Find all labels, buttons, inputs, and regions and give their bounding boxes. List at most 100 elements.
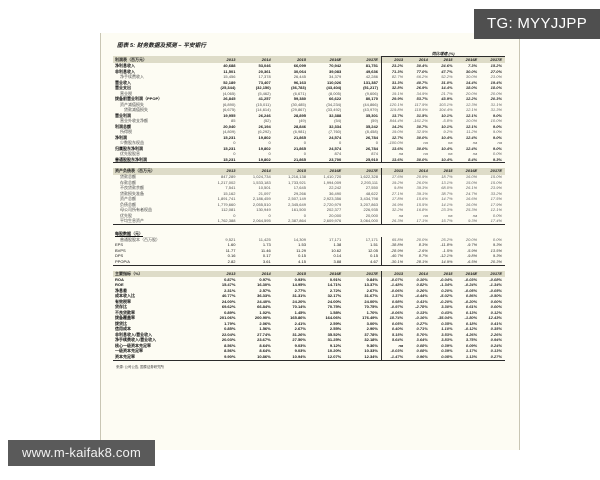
data-cell: 1,410,720 <box>323 174 342 180</box>
data-cell: 1.70% <box>366 309 378 315</box>
row-label: DPS <box>115 253 124 259</box>
row-label: 资产减值损失 <box>120 101 144 107</box>
growth-year-header: 2017E <box>480 56 505 64</box>
year-header: 2013 <box>203 168 239 175</box>
table-row: 平均生息资产 1,762,388 2,064,595 2,387,864 2,609,9… <box>113 218 505 225</box>
table-row: 优先股股息 0 0 0 874 874 na na na na 0.0% <box>113 151 505 157</box>
table-subsection-header: 每股数据（元） <box>113 230 505 237</box>
data-cell: 1,762,388 <box>217 218 236 224</box>
data-cell: 1.45% <box>294 309 306 315</box>
data-cell: 20,000 <box>365 212 378 218</box>
data-cell: (7,760) <box>328 129 342 135</box>
growth-cell: 66.2% <box>416 74 428 80</box>
growth-cell: 16.8% <box>416 207 428 213</box>
table-row: 普通股股东净利润 15,231 19,802 21,865 23,700 25,910 13… <box>113 156 505 163</box>
growth-cell: na <box>380 213 407 219</box>
table-row: 非利息收入 11,501 20,361 30,064 39,083 49,636 71.3%… <box>113 68 505 75</box>
data-cell: 4.15 <box>298 258 306 264</box>
data-cell: 48,622 <box>365 190 378 196</box>
data-cell: 201.06% <box>219 315 236 321</box>
growth-cell: -11.8% <box>440 242 453 248</box>
growth-cell: 0.05% <box>380 321 407 327</box>
growth-cell: -0.04% <box>439 276 453 282</box>
growth-cell: 20.3% <box>490 96 502 102</box>
table-row: 净息差 2.31% 2.57% 2.77% 2.72% 2.67% -0.06% 0.26% 0… <box>113 288 505 294</box>
data-cell: 874 <box>334 151 342 157</box>
growth-cell: 0.13% <box>490 348 502 354</box>
growth-cell: 0.61% <box>465 304 478 310</box>
data-cell: 2.31% <box>224 287 236 293</box>
year-header: 2013 <box>203 56 239 64</box>
growth-cell: 16.0% <box>465 201 478 207</box>
section-rule <box>113 162 505 164</box>
growth-cell: -40.7% <box>380 253 407 260</box>
growth-cell: 12.43% <box>488 315 502 321</box>
growth-cell: 33.2% <box>490 190 502 196</box>
data-cell: (5,462) <box>258 90 271 96</box>
growth-cell: -28.9% <box>380 248 407 254</box>
table-section-header: 主要指标（%） 2013 2014 2015 2016E 2017E 2013 2014 201… <box>113 270 505 278</box>
financial-table: 同比增速 (%) 利润表（百万元） 2013 2014 2015 2016E 2017E 20… <box>113 51 505 361</box>
row-label: 母公司所有者权益 <box>120 207 152 213</box>
growth-cell: 9.3% <box>492 242 502 248</box>
growth-cell: 16.9% <box>380 202 407 208</box>
data-cell: 69.62% <box>221 304 236 310</box>
data-cell: 19,802 <box>258 156 271 162</box>
data-cell: 70.14% <box>292 304 306 310</box>
growth-cell: 1.13% <box>465 353 478 359</box>
growth-cell: 0.08% <box>441 353 453 359</box>
growth-cell: 5.70% <box>416 331 428 337</box>
row-label: 普通股股本（百万股） <box>120 236 160 242</box>
growth-cell: 18.0% <box>490 85 502 91</box>
data-cell: 2.67% <box>366 287 378 293</box>
row-label: 普通股股东净利润 <box>115 156 147 162</box>
year-header: 2015 <box>273 168 309 175</box>
data-cell: (6,675) <box>222 107 236 113</box>
data-cell: 11.77 <box>225 247 236 253</box>
data-cell: 2.90% <box>366 326 378 332</box>
data-cell: 15,231 <box>223 156 236 162</box>
data-cell: 8.56% <box>224 348 236 354</box>
row-label: 净息差 <box>115 287 127 293</box>
data-cell: 40.77% <box>221 293 236 299</box>
table-row: 营业外收支净额 85 (52) (49) (54) (59) 844.4% -161.2% -5… <box>113 118 505 124</box>
data-cell: 16.30% <box>257 282 271 288</box>
data-cell: 26,845 <box>223 96 236 102</box>
growth-cell: 26.3% <box>380 218 407 225</box>
growth-cell: 39.1% <box>416 190 428 196</box>
growth-cell: 7.3% <box>468 63 478 69</box>
data-cell: 2,345,649 <box>288 201 306 207</box>
growth-cell: 0.13% <box>416 309 428 315</box>
data-cell: 26,194 <box>258 123 271 129</box>
data-cell: 9,521 <box>225 236 236 242</box>
data-cell: 35,242 <box>365 123 378 129</box>
growth-cell: 20.3% <box>490 258 502 264</box>
section-label: 资产负债表（百万元） <box>113 168 204 175</box>
data-cell: 1.56% <box>259 326 271 332</box>
growth-cell: 13.6% <box>380 145 407 152</box>
growth-cell: 120.1% <box>380 101 407 108</box>
row-label: 贷款减值损失 <box>124 107 148 113</box>
growth-cell: -0.97% <box>380 304 407 311</box>
table-section-header: 利润表（百万元） 2013 2014 2015 2016E 2017E 2013 2014 20… <box>113 56 505 64</box>
row-label: 存款总额 <box>120 179 136 185</box>
growth-cell: 13.7% <box>380 112 407 119</box>
data-cell: 1.73 <box>262 242 271 248</box>
data-cell: 31.67% <box>364 293 378 299</box>
data-cell: 21,865 <box>293 156 306 162</box>
growth-cell: 15.6% <box>416 196 428 202</box>
growth-cell: 32.2% <box>380 207 407 214</box>
data-cell: 66,622 <box>329 96 342 102</box>
data-cell: 2.59% <box>329 320 342 326</box>
data-cell: 0.91% <box>329 276 342 282</box>
data-cell: 66,099 <box>293 63 306 69</box>
row-label: 优先股股息 <box>120 151 140 157</box>
growth-cell: 25.2% <box>441 236 453 242</box>
data-cell: 15,162 <box>223 190 236 196</box>
data-cell: 17,645 <box>293 185 306 191</box>
data-cell: 24.00% <box>364 298 378 304</box>
data-cell: 12.34% <box>364 353 378 359</box>
data-cell: 11.46 <box>260 247 271 253</box>
table-row: 信用成本 0.85% 1.56% 2.67% 2.55% 2.90% 0.40% 0.71% 1… <box>113 326 505 333</box>
growth-cell: 10.1% <box>441 123 453 129</box>
